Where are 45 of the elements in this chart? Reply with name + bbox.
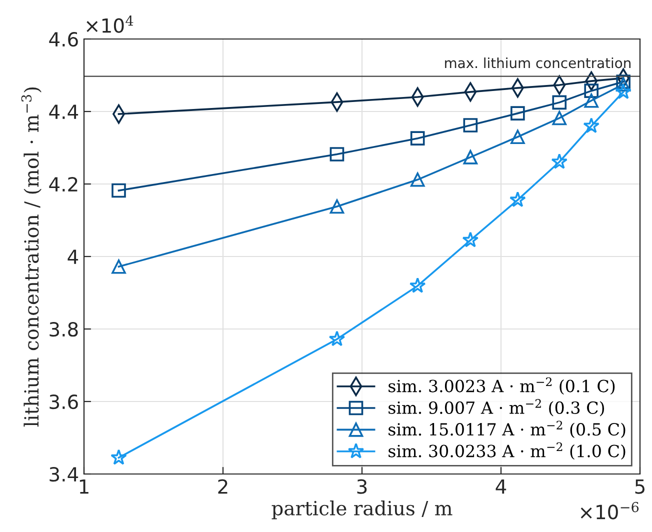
legend-label: sim. 30.0233 A · m$^{−2}$ (1.0 C) [388,442,626,460]
point [112,183,126,198]
point [510,191,526,208]
point [330,199,344,214]
y-tick-label: 4.6 [49,32,78,47]
point [552,95,567,110]
y-tick-label: 4.4 [49,104,78,119]
point [551,153,568,169]
point [462,232,479,248]
y-tick-label: 4.2 [49,176,78,192]
point [328,330,346,346]
point [463,150,478,164]
point [112,259,126,274]
point [410,131,425,146]
y-tick-label: 3.4 [50,466,78,482]
text: ×10$^{−6}$ [580,502,639,520]
point [615,83,632,100]
point [583,117,600,134]
point [330,147,344,162]
point [584,93,599,108]
legend-label: sim. 3.0023 A · m$^{−2}$ (0.1 C) [388,377,615,395]
y-axis-title: lithium concentration / (mol · m$^{−3}$) [21,87,42,427]
point [110,449,127,465]
x-tick-label: 3 [357,479,367,494]
point [410,172,425,187]
legend-label: sim. 15.0117 A · m$^{−2}$ (0.5 C) [388,420,626,438]
x-tick-label: 2 [218,479,228,494]
point [510,106,525,120]
y-tick-label: 4 [68,250,78,264]
point [584,84,599,98]
legend-label: sim. 9.007 A · m$^{−2}$ (0.3 C) [388,399,604,416]
x-tick-label: 1 [80,479,88,494]
ref-line-label: max. lithium concentration [445,57,630,68]
x-axis-title: particle radius / m [272,500,452,520]
point [510,130,525,144]
point [616,77,630,92]
x-tick-label: 5 [635,479,644,494]
point [616,74,630,89]
point [409,277,426,293]
y-tick-label: 3.8 [50,322,78,337]
point [552,110,567,126]
y-tick-label: 3.6 [50,394,78,410]
text: ×10$^{4}$ [86,15,134,33]
x-tick-label: 4 [496,479,506,494]
point [463,118,478,132]
